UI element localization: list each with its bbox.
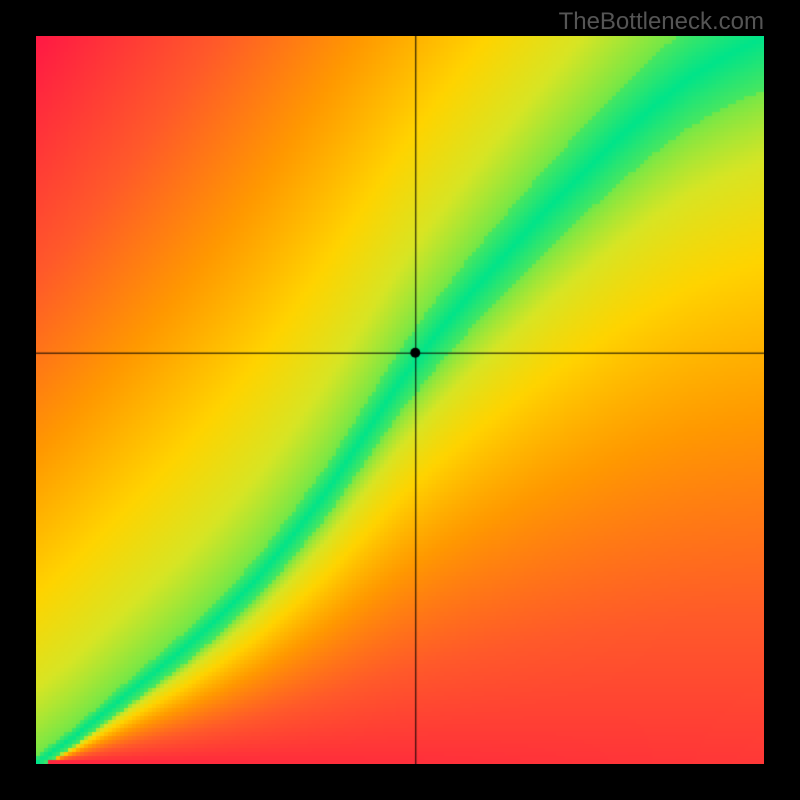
bottleneck-heatmap (36, 36, 764, 764)
watermark-text: TheBottleneck.com (559, 8, 764, 36)
